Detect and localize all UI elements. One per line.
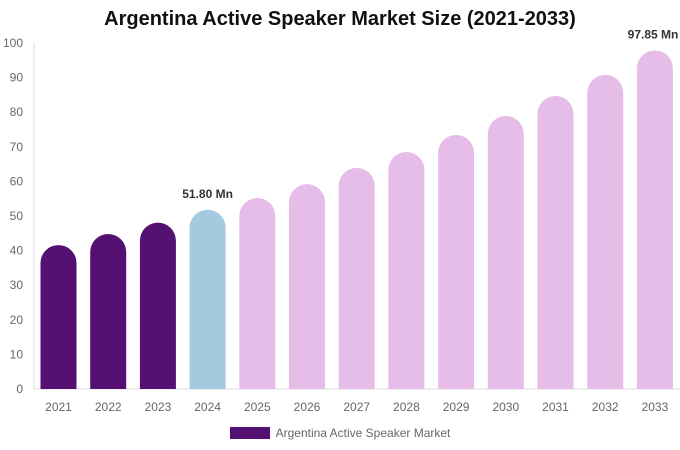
legend-label: Argentina Active Speaker Market	[275, 426, 451, 440]
y-tick-label: 70	[10, 140, 24, 154]
x-tick-label: 2024	[194, 400, 221, 414]
x-tick-label: 2033	[642, 400, 669, 414]
bar-2030	[487, 116, 524, 390]
bar-2027	[338, 167, 375, 389]
legend: Argentina Active Speaker Market	[0, 426, 680, 440]
x-tick-label: 2026	[294, 400, 321, 414]
data-label: 97.85 Mn	[628, 27, 679, 41]
x-tick-label: 2027	[343, 400, 370, 414]
bar-2021	[40, 245, 77, 389]
chart-title: Argentina Active Speaker Market Size (20…	[104, 8, 576, 30]
x-tick-label: 2032	[592, 400, 619, 414]
x-tick-label: 2029	[443, 400, 470, 414]
bar-2025	[239, 198, 276, 389]
y-tick-label: 50	[10, 209, 24, 223]
bar-2031	[537, 95, 574, 390]
bar-2026	[289, 184, 325, 389]
y-tick-label: 60	[10, 174, 24, 188]
bar-2029	[438, 135, 475, 389]
data-label: 51.80 Mn	[182, 187, 233, 201]
y-tick-label: 30	[10, 278, 24, 292]
y-tick-label: 40	[10, 244, 24, 258]
bar-2024	[189, 209, 226, 389]
x-tick-label: 2028	[393, 400, 420, 414]
x-tick-label: 2030	[492, 400, 519, 414]
bar-2028	[388, 151, 425, 389]
x-tick-label: 2031	[542, 400, 569, 414]
bar-2032	[587, 74, 624, 389]
x-tick-label: 2025	[244, 400, 271, 414]
bar-2033	[636, 50, 673, 390]
y-tick-label: 10	[10, 347, 24, 361]
x-tick-label: 2023	[145, 400, 172, 414]
bar-2023	[139, 222, 176, 389]
y-tick-label: 0	[16, 382, 23, 396]
x-tick-label: 2022	[95, 400, 122, 414]
y-tick-label: 80	[10, 105, 24, 119]
bar-2022	[90, 233, 127, 389]
legend-swatch	[229, 427, 270, 439]
y-tick-label: 100	[3, 36, 23, 50]
y-tick-label: 90	[10, 71, 24, 85]
y-tick-label: 20	[10, 313, 24, 327]
x-tick-label: 2021	[45, 400, 72, 414]
